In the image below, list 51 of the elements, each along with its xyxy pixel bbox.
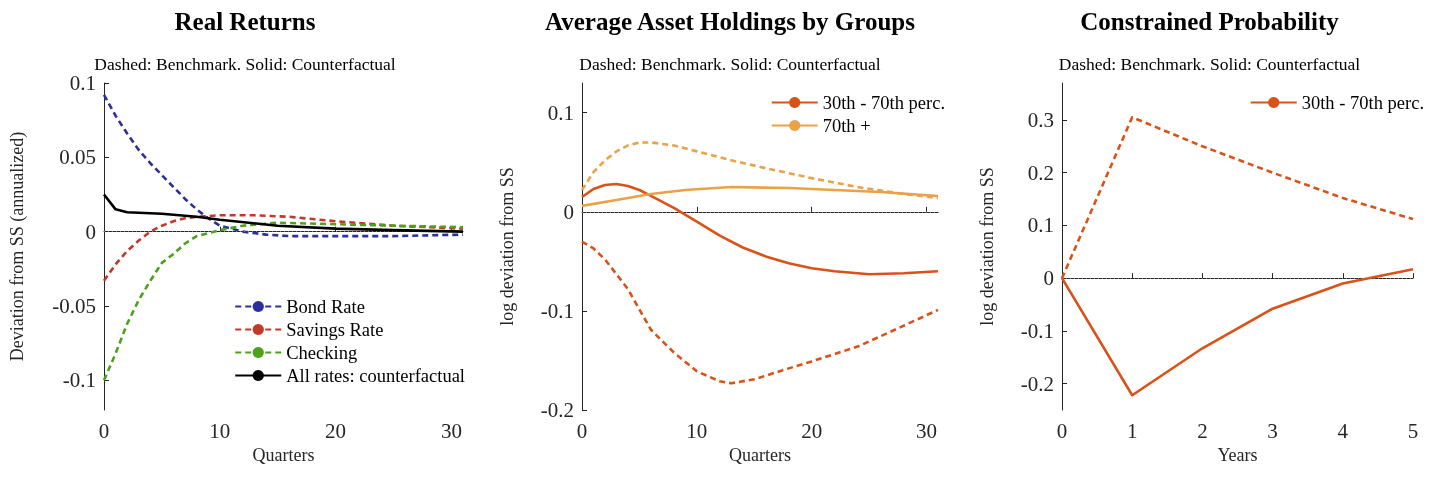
chart-title: Constrained Probability — [1080, 8, 1340, 35]
y-tick-label: 0.2 — [1027, 160, 1054, 185]
y-tick-label: 0.1 — [547, 100, 574, 125]
legend-label: All rates: counterfactual — [286, 365, 465, 386]
y-tick-label: -0.05 — [52, 293, 96, 318]
y-tick-label: 0 — [85, 219, 96, 244]
legend-label: Checking — [286, 342, 358, 363]
chart-title: Average Asset Holdings by Groups — [545, 8, 916, 35]
x-axis-title: Years — [1217, 445, 1258, 465]
y-tick-label: -0.1 — [62, 368, 96, 393]
x-tick-label: 20 — [801, 418, 823, 443]
line-series — [102, 221, 465, 382]
y-tick-label: 0 — [563, 199, 574, 224]
y-tick-label: -0.1 — [540, 298, 574, 323]
legend-label: Savings Rate — [286, 319, 384, 340]
chart-subtitle: Dashed: Benchmark. Solid: Counterfactual — [1058, 54, 1361, 74]
y-axis-title: log deviation from SS — [977, 167, 997, 326]
y-tick-label: 0.05 — [59, 145, 96, 170]
x-axis-title: Quarters — [252, 445, 315, 465]
chart-title: Real Returns — [174, 8, 316, 35]
x-tick-label: 4 — [1337, 418, 1349, 443]
line-series — [102, 213, 465, 282]
y-axis-title: Deviation from SS (annualized) — [7, 131, 28, 362]
y-tick-label: -0.1 — [1020, 318, 1054, 343]
y-tick-label: -0.2 — [540, 398, 574, 422]
y-tick-label: 0.1 — [69, 71, 96, 95]
x-tick-label: 2 — [1197, 418, 1208, 443]
legend-label: 30th - 70th perc. — [822, 92, 946, 113]
x-tick-label: 30 — [440, 418, 462, 443]
line-series — [102, 93, 465, 238]
x-axis-title: Quarters — [729, 445, 791, 465]
y-tick-label: 0.3 — [1027, 107, 1054, 132]
line-series — [580, 240, 940, 385]
x-tick-label: 30 — [916, 418, 938, 443]
y-axis-title: log deviation from SS — [497, 167, 517, 326]
legend-label: 70th + — [822, 115, 871, 136]
line-series — [102, 193, 465, 233]
y-tick-label: 0 — [1043, 266, 1054, 291]
x-tick-label: 20 — [325, 418, 347, 443]
x-tick-label: 5 — [1407, 418, 1419, 443]
y-tick-label: 0.1 — [1027, 213, 1054, 238]
chart-subtitle: Dashed: Benchmark. Solid: Counterfactual — [579, 54, 881, 74]
x-tick-label: 10 — [686, 418, 708, 443]
x-tick-label: 1 — [1126, 418, 1138, 443]
y-tick-label: -0.2 — [1020, 371, 1054, 396]
chart-subtitle: Dashed: Benchmark. Solid: Counterfactual — [94, 54, 396, 74]
x-tick-label: 10 — [209, 418, 231, 443]
line-series — [580, 182, 940, 276]
x-tick-label: 3 — [1267, 418, 1278, 443]
legend-label: Bond Rate — [286, 296, 365, 317]
legend-label: 30th - 70th perc. — [1301, 92, 1425, 113]
